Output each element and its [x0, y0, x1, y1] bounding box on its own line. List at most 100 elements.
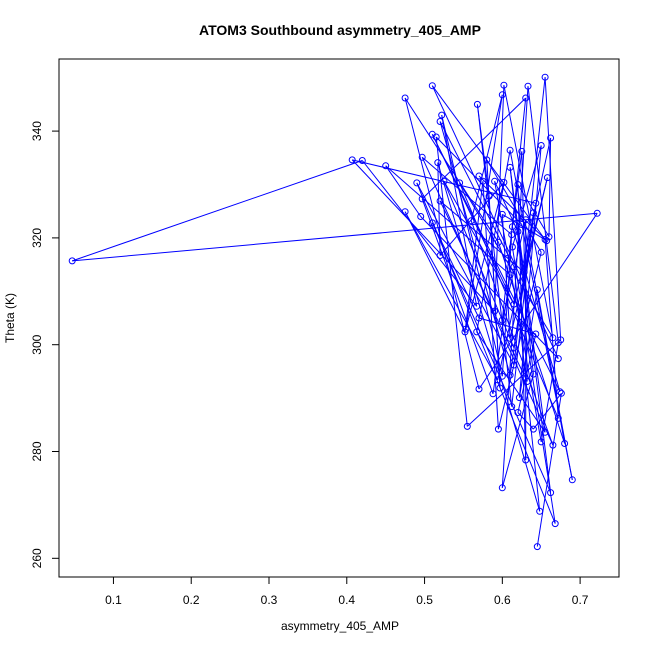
data-point — [547, 134, 555, 142]
data-point — [508, 403, 516, 411]
data-point — [537, 438, 545, 446]
data-point — [491, 177, 499, 185]
data-point — [522, 94, 530, 102]
series-lines — [72, 77, 598, 547]
series-line-segment — [511, 246, 556, 524]
series-line-segment — [470, 220, 554, 446]
series-line-segment — [544, 77, 562, 340]
data-point — [541, 73, 549, 81]
data-point — [529, 209, 537, 217]
series-line-segment — [476, 331, 546, 433]
data-point — [498, 484, 506, 492]
series-line-segment — [404, 211, 466, 333]
series-line-segment — [478, 175, 548, 241]
data-point — [436, 252, 444, 259]
series-line-segment — [502, 213, 547, 242]
data-point — [520, 268, 528, 276]
y-tick-label: 320 — [30, 228, 44, 248]
series-line-segment — [385, 165, 511, 276]
data-point — [532, 330, 540, 338]
data-point — [473, 328, 481, 336]
data-point — [475, 385, 483, 393]
data-point — [510, 344, 518, 352]
data-point — [549, 441, 557, 449]
series-line-segment — [361, 160, 478, 307]
data-point — [479, 177, 487, 185]
data-point — [514, 228, 522, 235]
series-points — [68, 73, 601, 551]
series-line-segment — [72, 160, 363, 262]
data-point — [504, 254, 512, 262]
data-point — [473, 100, 481, 108]
data-point — [561, 440, 569, 447]
data-point — [498, 210, 506, 218]
data-point — [496, 384, 504, 392]
y-axis: 260 280 300 320 340 — [30, 121, 60, 568]
x-tick-label: 0.5 — [416, 593, 433, 607]
data-point — [418, 195, 426, 203]
data-point — [529, 425, 537, 433]
data-point — [418, 153, 426, 161]
series-line-segment — [521, 151, 528, 382]
series-line-segment — [443, 181, 515, 349]
data-point — [485, 192, 493, 200]
data-point — [510, 263, 518, 271]
y-tick-label: 260 — [30, 548, 44, 568]
data-point — [547, 489, 555, 497]
data-point — [541, 428, 549, 436]
data-point — [500, 178, 508, 186]
data-point — [533, 286, 541, 294]
data-point — [436, 197, 444, 205]
data-point — [456, 179, 464, 187]
series-line-segment — [494, 181, 519, 232]
data-point — [557, 389, 565, 397]
data-point — [554, 414, 562, 422]
x-tick-label: 0.3 — [261, 593, 278, 607]
data-point — [537, 248, 545, 256]
data-point — [510, 361, 518, 369]
data-point — [440, 177, 448, 185]
data-point — [498, 91, 506, 99]
series-line-segment — [421, 157, 554, 446]
series-line-segment — [511, 151, 523, 227]
series-line-segment — [443, 181, 515, 305]
data-point — [515, 394, 523, 402]
series-line-segment — [511, 226, 561, 392]
data-point — [401, 208, 409, 216]
data-point — [358, 157, 366, 164]
data-point — [522, 456, 530, 464]
data-point — [593, 209, 601, 217]
x-tick-label: 0.7 — [572, 593, 589, 607]
data-point — [438, 111, 446, 119]
data-point — [434, 159, 442, 167]
data-point — [514, 409, 522, 416]
data-point — [500, 81, 508, 89]
series-line-segment — [497, 252, 542, 430]
data-point — [529, 370, 537, 378]
x-axis-label: asymmetry_405_AMP — [281, 619, 399, 633]
series-line-segment — [465, 182, 505, 330]
data-point — [508, 223, 516, 231]
series-line-segment — [527, 86, 559, 343]
data-point — [494, 425, 502, 433]
data-point — [549, 334, 557, 342]
data-point — [557, 336, 565, 344]
data-point — [491, 307, 499, 315]
data-point — [518, 147, 526, 155]
series-line-segment — [494, 181, 542, 442]
series-line-segment — [431, 222, 552, 493]
data-point — [508, 231, 516, 239]
y-axis-label: Theta (K) — [3, 293, 17, 343]
data-point — [533, 543, 541, 551]
data-point — [514, 181, 522, 188]
data-point — [506, 271, 514, 279]
x-tick-label: 0.1 — [105, 593, 122, 607]
data-point — [568, 476, 576, 484]
x-tick-label: 0.6 — [494, 593, 511, 607]
data-point — [475, 172, 483, 180]
series-line-segment — [517, 184, 527, 461]
series-line-segment — [421, 97, 527, 200]
data-point — [489, 390, 497, 398]
data-point — [475, 314, 483, 322]
